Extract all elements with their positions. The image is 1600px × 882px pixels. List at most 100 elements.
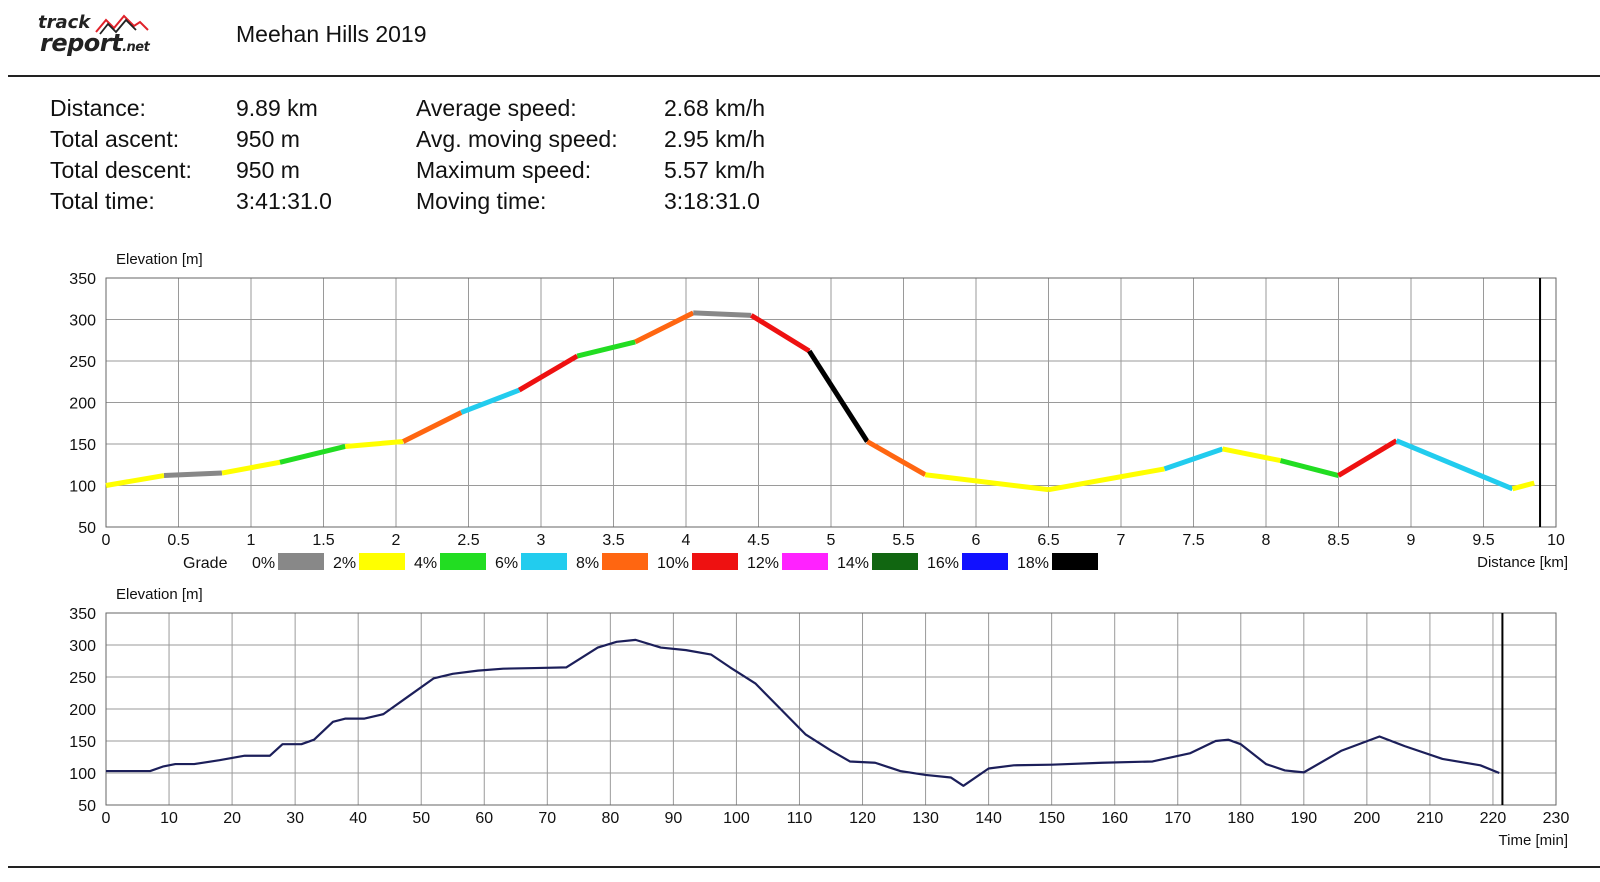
y-tick-label: 350 <box>69 271 96 288</box>
grade-segment <box>345 439 404 449</box>
x-tick-label: 60 <box>475 810 493 827</box>
x-tick-label: 4 <box>682 532 691 549</box>
x-tick-label: 150 <box>1038 810 1065 827</box>
header-divider <box>8 75 1600 77</box>
grade-segment <box>221 459 281 476</box>
grade-segment <box>1163 446 1224 472</box>
grade-legend-swatch <box>602 553 648 570</box>
x-tick-label: 9 <box>1407 532 1416 549</box>
x-tick-label: 220 <box>1480 810 1507 827</box>
x-tick-label: 2.5 <box>457 532 479 549</box>
grade-segment <box>1222 446 1281 464</box>
grade-segment <box>1279 458 1340 478</box>
y-tick-label: 350 <box>69 606 96 623</box>
x-axis-label: Time [min] <box>1499 832 1568 849</box>
plot-frame <box>105 612 1557 806</box>
footer-divider <box>8 866 1600 868</box>
grade-segment <box>105 473 165 488</box>
x-tick-label: 210 <box>1417 810 1444 827</box>
stat-value: 950 m <box>236 126 300 152</box>
grade-segment <box>402 410 463 444</box>
x-tick-label: 6 <box>972 532 981 549</box>
y-tick-label: 50 <box>78 520 96 537</box>
mountain-icon <box>95 14 149 35</box>
y-tick-label: 300 <box>69 638 96 655</box>
x-tick-label: 1.5 <box>312 532 334 549</box>
y-tick-label: 200 <box>69 702 96 719</box>
stat-value: 9.89 km <box>236 95 318 121</box>
grade-legend-label: 14% <box>837 555 869 572</box>
stat-label: Average speed: <box>416 95 577 121</box>
logo: track report.net <box>38 12 168 57</box>
grade-segment <box>576 339 636 359</box>
grade-segment <box>634 310 695 345</box>
x-tick-label: 190 <box>1290 810 1317 827</box>
x-tick-label: 4.5 <box>747 532 769 549</box>
time-chart <box>105 612 1557 806</box>
stat-label: Total ascent: <box>50 126 180 152</box>
x-tick-label: 8 <box>1262 532 1271 549</box>
grade-legend-swatch <box>962 553 1008 570</box>
y-tick-label: 150 <box>69 437 96 454</box>
stat-label: Total descent: <box>50 157 192 183</box>
elevation-line <box>106 638 1500 787</box>
x-tick-label: 140 <box>975 810 1002 827</box>
grade-legend-swatch <box>692 553 738 570</box>
plot-frame <box>105 277 1557 528</box>
grade-segment <box>279 444 346 465</box>
y-tick-label: 200 <box>69 396 96 413</box>
y-tick-label: 50 <box>78 798 96 815</box>
grade-legend-label: 10% <box>657 555 689 572</box>
stat-value: 3:41:31.0 <box>236 188 332 214</box>
stat-value: 950 m <box>236 157 300 183</box>
grade-legend-label: 4% <box>414 555 437 572</box>
stat-label: Moving time: <box>416 188 547 214</box>
page-title: Meehan Hills 2019 <box>236 21 427 47</box>
y-axis-label: Elevation [m] <box>116 251 203 268</box>
grade-legend-swatch <box>440 553 486 570</box>
y-tick-label: 250 <box>69 354 96 371</box>
x-tick-label: 10 <box>160 810 178 827</box>
grade-segment <box>1048 466 1165 493</box>
grade-legend-title: Grade <box>183 555 228 572</box>
grade-segment <box>1511 480 1535 492</box>
x-tick-label: 160 <box>1101 810 1128 827</box>
x-tick-label: 70 <box>538 810 556 827</box>
grade-legend-swatch <box>782 553 828 570</box>
x-tick-label: 180 <box>1227 810 1254 827</box>
logo-suffix: .net <box>122 40 150 55</box>
grade-legend-swatch <box>521 553 567 570</box>
x-tick-label: 0.5 <box>167 532 189 549</box>
x-axis-label: Distance [km] <box>1477 554 1568 571</box>
grade-legend-label: 0% <box>252 555 275 572</box>
stat-label: Distance: <box>50 95 146 121</box>
grade-segment <box>460 387 521 415</box>
distance-chart <box>105 277 1557 570</box>
grade-legend-label: 2% <box>333 555 356 572</box>
x-tick-label: 200 <box>1354 810 1381 827</box>
grade-segment <box>1395 438 1514 492</box>
x-tick-label: 0 <box>102 532 111 549</box>
stat-label: Total time: <box>50 188 155 214</box>
grade-segment <box>517 353 579 393</box>
x-tick-label: 3 <box>537 532 546 549</box>
x-tick-label: 7 <box>1117 532 1126 549</box>
y-tick-label: 150 <box>69 734 96 751</box>
x-tick-label: 2 <box>392 532 401 549</box>
grade-legend-label: 12% <box>747 555 779 572</box>
grade-segment <box>163 470 223 479</box>
grade-segment <box>749 313 811 354</box>
stat-label: Avg. moving speed: <box>416 126 618 152</box>
grade-legend-label: 6% <box>495 555 518 572</box>
x-tick-label: 30 <box>286 810 304 827</box>
stat-value: 5.57 km/h <box>664 157 765 183</box>
x-tick-label: 80 <box>601 810 619 827</box>
x-tick-label: 5.5 <box>892 532 914 549</box>
x-tick-label: 10 <box>1547 532 1565 549</box>
y-tick-label: 100 <box>69 479 96 496</box>
x-tick-label: 20 <box>223 810 241 827</box>
x-tick-label: 8.5 <box>1327 532 1349 549</box>
grade-segment <box>924 472 1049 493</box>
y-tick-label: 300 <box>69 313 96 330</box>
stat-value: 2.95 km/h <box>664 126 765 152</box>
